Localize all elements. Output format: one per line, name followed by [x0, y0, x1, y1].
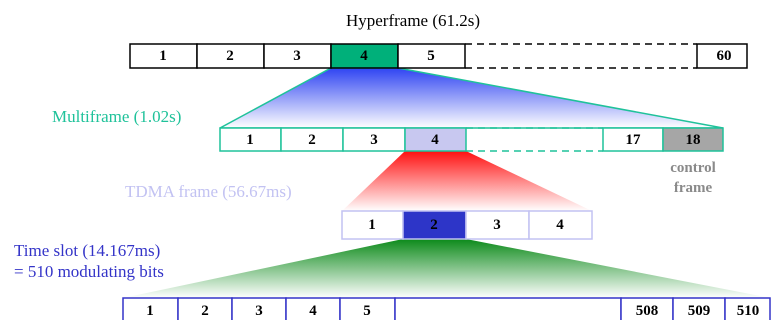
time-slot-label-line1: Time slot (14.167ms) — [14, 241, 160, 260]
multiframe-gap-dashed — [466, 127, 603, 152]
bit-cell-label: 3 — [255, 303, 263, 319]
hyperframe-zoom-fan — [219, 67, 724, 129]
multiframe-row: 1 2 3 4 17 18 — [219, 127, 724, 152]
multiframe-cell-label: 1 — [246, 132, 254, 148]
hyperframe-gap-dashed — [465, 43, 697, 69]
multiframe-label: Multiframe (1.02s) — [52, 107, 181, 126]
hyperframe-cell-label: 60 — [717, 48, 732, 64]
bit-cell-label: 5 — [363, 303, 371, 319]
control-frame-label-line2: frame — [674, 180, 713, 196]
multiframe-cell-label: 4 — [431, 132, 439, 148]
hyperframe-slot-60 — [696, 43, 748, 69]
multiframe-cell-label: 3 — [370, 132, 378, 148]
tdma-zoom-fan — [123, 239, 771, 298]
time-slot-bits-row: 1 2 3 4 5 508 509 510 — [122, 297, 771, 320]
hyperframe-label: Hyperframe (61.2s) — [346, 11, 480, 30]
bit-510 — [724, 297, 771, 320]
multiframe-cell-label: 18 — [686, 132, 701, 148]
hyperframe-cell-label: 5 — [427, 48, 435, 64]
bit-cell-label: 508 — [636, 303, 659, 319]
bit-gap — [394, 297, 622, 320]
multiframe-zoom-fan — [342, 151, 592, 211]
multiframe-cell-label: 17 — [626, 132, 642, 148]
hyperframe-slot-5 — [397, 43, 466, 69]
tdma-slot-2 — [402, 210, 467, 240]
tdma-cell-label: 2 — [430, 217, 438, 233]
bit-cell-label: 4 — [309, 303, 317, 319]
hyperframe-slot-2 — [196, 43, 265, 69]
hyperframe-slot-1 — [129, 43, 198, 69]
hyperframe-row: 1 2 3 4 5 60 — [129, 43, 748, 69]
multiframe-cell-label: 2 — [308, 132, 316, 148]
tdma-cell-label: 4 — [556, 217, 564, 233]
bit-cell-label: 510 — [737, 303, 760, 319]
tdma-cell-label: 3 — [493, 217, 501, 233]
tdma-frame-row: 1 2 3 4 — [341, 210, 593, 240]
bit-cell-label: 2 — [201, 303, 209, 319]
control-frame-label-line1: control — [670, 160, 716, 176]
time-slot-label-line2: = 510 modulating bits — [14, 262, 164, 281]
bit-cell-label: 1 — [146, 303, 154, 319]
tdma-cell-label: 1 — [368, 217, 376, 233]
bit-cell-label: 509 — [688, 303, 711, 319]
hyperframe-cell-label: 1 — [159, 48, 167, 64]
hyperframe-slot-3 — [263, 43, 332, 69]
multiframe-slot-18-control — [662, 127, 724, 152]
tdma-slot-4 — [528, 210, 593, 240]
hyperframe-cell-label: 4 — [360, 48, 368, 64]
hyperframe-cell-label: 2 — [226, 48, 234, 64]
hyperframe-cell-label: 3 — [293, 48, 301, 64]
multiframe-slot-4 — [404, 127, 467, 152]
tdma-frame-label: TDMA frame (56.67ms) — [125, 182, 292, 201]
